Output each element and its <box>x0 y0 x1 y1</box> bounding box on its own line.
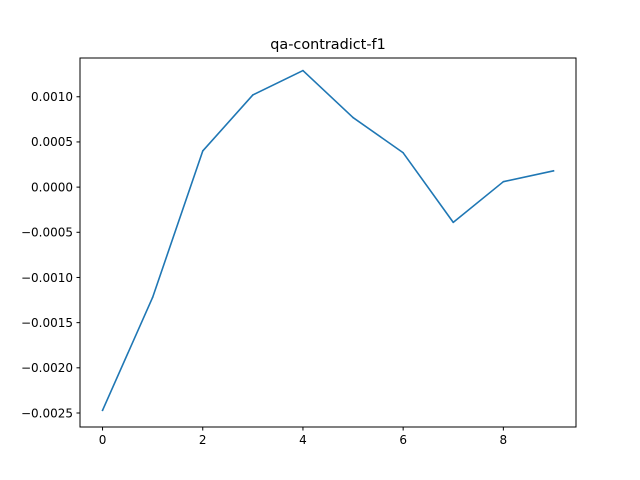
data-point <box>201 150 204 152</box>
data-point <box>502 180 505 183</box>
data-point <box>352 116 354 119</box>
x-tick-label: 0 <box>99 433 107 447</box>
data-point <box>402 151 404 154</box>
data-point <box>302 69 304 72</box>
y-tick-label: 0.0010 <box>31 90 73 104</box>
y-tick-label: 0.0000 <box>31 180 73 194</box>
x-tick-label: 8 <box>500 433 508 447</box>
y-tick-label: −0.0020 <box>21 361 73 375</box>
data-point <box>252 94 254 96</box>
y-tick-label: 0.0005 <box>31 135 73 149</box>
series-line <box>101 69 555 412</box>
data-point <box>552 170 555 172</box>
x-tick-label: 4 <box>299 433 307 447</box>
x-tick-label: 2 <box>199 433 207 447</box>
data-point <box>452 221 455 224</box>
y-tick-label: −0.0025 <box>21 406 73 420</box>
x-axis: 0 2 4 6 8 <box>99 427 507 447</box>
series-layer <box>101 69 555 412</box>
data-point <box>151 296 154 299</box>
plot-area-frame <box>79 57 577 428</box>
x-tick-label: 6 <box>399 433 407 447</box>
chart-title: qa-contradict-f1 <box>270 37 385 53</box>
y-tick-label: −0.0015 <box>21 316 73 330</box>
y-tick-label: −0.0010 <box>21 271 73 285</box>
data-point <box>101 409 104 412</box>
y-tick-label: −0.0005 <box>21 226 73 240</box>
y-axis: 0.0010 0.0005 0.0000 −0.0005 −0.0010 −0.0015 −… <box>21 90 80 420</box>
